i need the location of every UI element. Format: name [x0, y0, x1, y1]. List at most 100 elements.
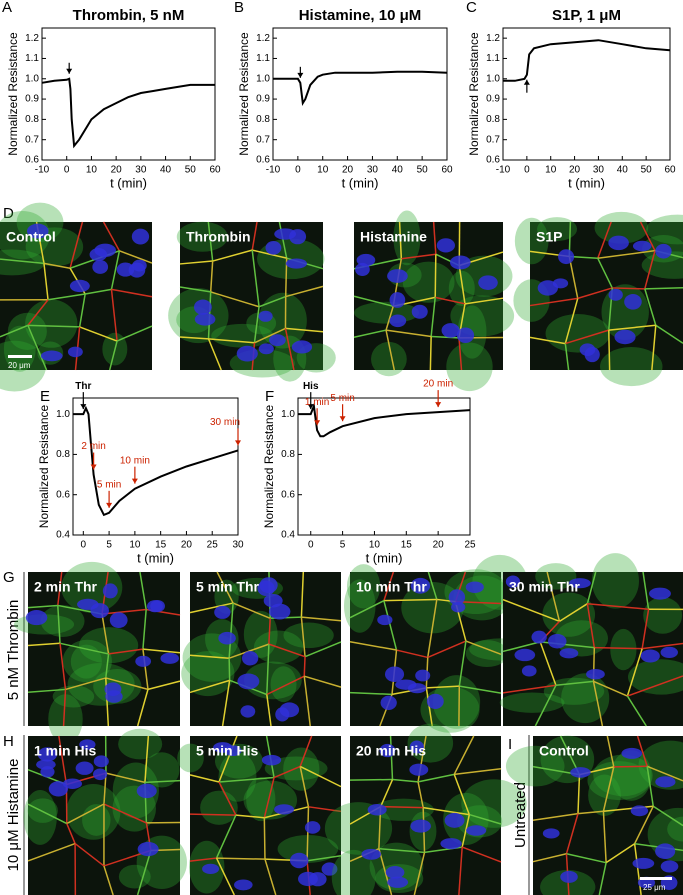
cell-border	[266, 694, 272, 727]
nucleus	[136, 783, 157, 799]
x-tick-label: 15	[401, 540, 413, 551]
cell-border	[593, 680, 628, 697]
cell-border	[210, 291, 260, 308]
cell-border	[263, 777, 275, 818]
x-tick-label: 0	[295, 165, 301, 176]
cell-border	[353, 295, 394, 307]
cell-border	[208, 338, 255, 344]
cell-border	[378, 847, 425, 854]
cell-border	[299, 765, 342, 788]
x-tick-label: 40	[392, 165, 404, 176]
cytoplasm	[373, 798, 434, 821]
nucleus	[258, 310, 273, 322]
cell-border	[103, 865, 114, 895]
annotation-label: 10 min	[120, 455, 150, 466]
cell-border	[427, 571, 438, 600]
cell-border	[300, 617, 306, 657]
nucleus	[379, 743, 396, 758]
nucleus	[102, 583, 118, 599]
cell-border	[555, 680, 594, 687]
cell-border	[389, 735, 394, 780]
cell-border	[636, 735, 648, 767]
nucleus	[505, 575, 521, 588]
y-tick-label: 1.0	[256, 73, 270, 84]
nucleus	[660, 646, 678, 659]
cell-border	[396, 649, 428, 659]
cell-border	[453, 735, 475, 775]
nucleus	[632, 857, 655, 869]
y-tick-label: 0.6	[25, 155, 39, 166]
nucleus	[48, 781, 69, 797]
y-tick-label: 0.6	[256, 155, 270, 166]
arrow-head	[297, 72, 304, 78]
cytoplasm	[610, 628, 637, 671]
cell-border	[646, 766, 654, 807]
cell-border	[651, 325, 657, 371]
cytoplasm	[7, 312, 47, 350]
image-label: 20 min His	[356, 743, 426, 759]
nucleus	[560, 870, 578, 883]
annotation-label: 2 min	[81, 441, 105, 452]
cell-border	[144, 735, 150, 783]
cell-border	[606, 735, 615, 767]
row-label: Untreated	[512, 782, 529, 848]
cell-border	[652, 805, 683, 827]
cell-border	[264, 858, 277, 895]
y-tick-label: 0.9	[25, 94, 39, 105]
arrow-head	[307, 404, 314, 410]
y-tick-label: 0.8	[486, 114, 500, 125]
cytoplasm	[402, 261, 455, 303]
x-tick-label: 10	[545, 165, 557, 176]
cell-border	[529, 297, 578, 307]
arrow-head	[90, 464, 97, 470]
image-label: 1 min His	[34, 743, 96, 759]
cell-border	[209, 260, 214, 292]
nucleus	[385, 866, 405, 879]
nucleus	[62, 778, 82, 789]
x-tick-label: 50	[185, 165, 197, 176]
nucleus	[285, 258, 308, 269]
cell-border	[254, 327, 286, 344]
cell-border	[532, 853, 567, 863]
cell-border	[644, 250, 656, 290]
cytoplasm	[499, 692, 565, 713]
cell-border	[454, 768, 502, 776]
cell-border	[139, 571, 147, 610]
annotation-label: Thr	[75, 381, 91, 392]
nucleus	[234, 879, 253, 891]
x-tick-label: 30	[367, 165, 379, 176]
cell-border	[144, 779, 181, 784]
cell-border	[136, 850, 152, 895]
nucleus	[241, 650, 259, 666]
y-tick-label: 0.8	[256, 114, 270, 125]
image-label: S1P	[536, 229, 562, 245]
cytoplasm	[67, 662, 135, 706]
nucleus	[649, 587, 671, 600]
cell-border	[59, 643, 67, 690]
cell-border	[101, 613, 110, 655]
cell-border	[27, 842, 76, 862]
plot-frame	[72, 397, 239, 536]
cell-border	[564, 298, 579, 344]
x-tick-label: -10	[496, 165, 511, 176]
cell-border	[110, 289, 118, 342]
nucleus	[218, 631, 236, 645]
cell-border	[306, 806, 310, 861]
image-label: 5 min Thr	[196, 579, 260, 595]
image-label: Histamine	[360, 229, 427, 245]
cell-border	[105, 677, 149, 691]
x-tick-label: 20	[569, 165, 581, 176]
cell-border	[284, 328, 295, 371]
x-tick-label: 0	[308, 540, 314, 551]
cell-border	[598, 862, 607, 895]
nucleus	[389, 292, 406, 308]
nucleus	[655, 843, 676, 860]
cell-border	[432, 221, 437, 255]
cell-border	[586, 571, 597, 604]
nucleus	[298, 871, 318, 887]
cell-border	[299, 766, 310, 807]
image-label: 10 min Thr	[356, 579, 427, 595]
y-tick-label: 0.6	[56, 489, 70, 500]
x-tick-label: 5	[340, 540, 346, 551]
cell-border	[57, 571, 63, 606]
